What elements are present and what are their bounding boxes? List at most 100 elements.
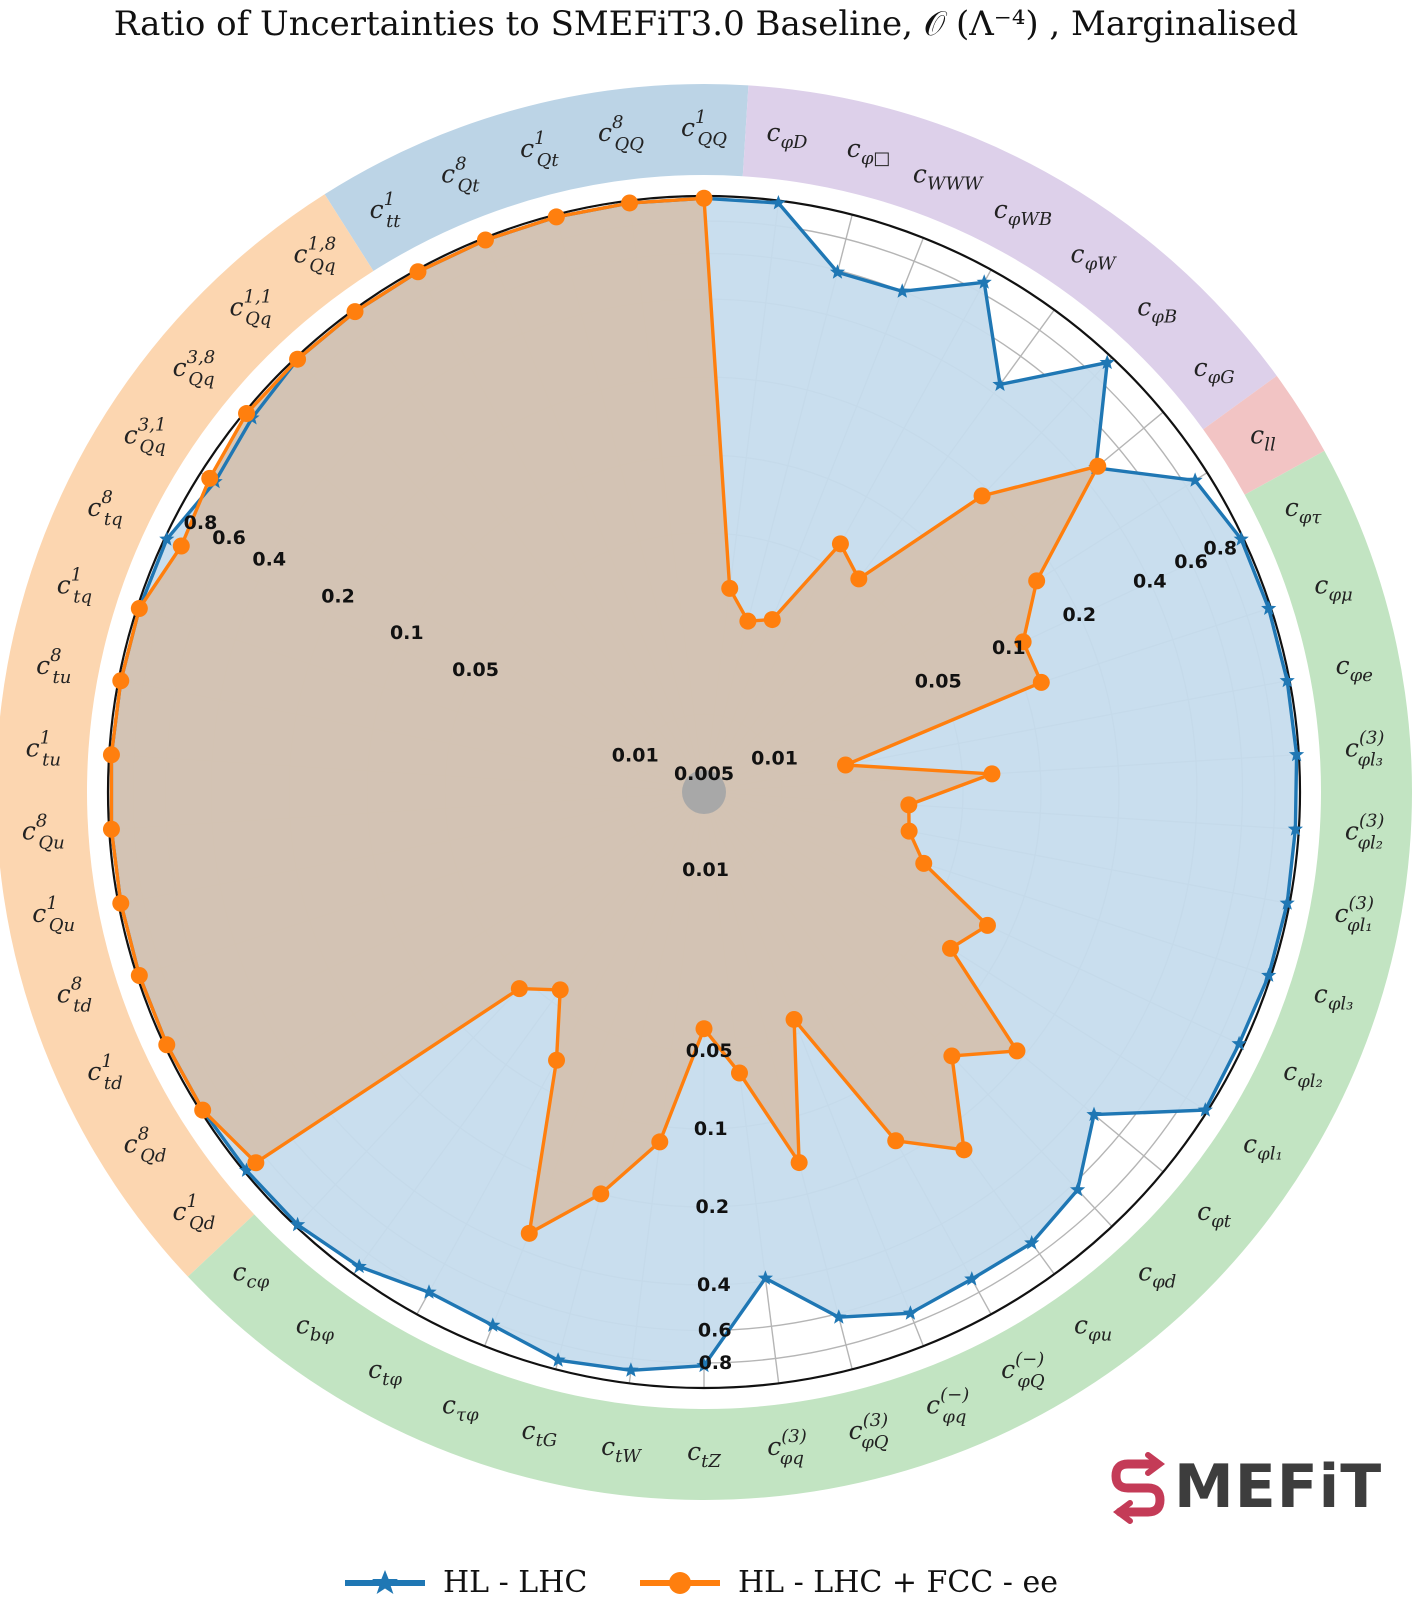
data-point bbox=[1086, 1106, 1102, 1122]
data-point bbox=[194, 1101, 212, 1119]
group-band-4-lepton bbox=[1203, 375, 1325, 495]
data-point bbox=[955, 1141, 973, 1159]
legend-swatch-star-icon bbox=[345, 1569, 425, 1594]
data-point bbox=[739, 612, 757, 630]
category-label-cphiB: cφB bbox=[1137, 292, 1177, 327]
radial-tick-label: 0.05 bbox=[452, 659, 499, 681]
data-point bbox=[730, 1064, 748, 1082]
data-point bbox=[721, 579, 739, 597]
category-label-c1td: c1 td bbox=[87, 1051, 122, 1094]
data-point bbox=[973, 487, 991, 505]
smefit-logo: MEFiT bbox=[1108, 1450, 1381, 1530]
data-point bbox=[159, 531, 175, 546]
radial-tick-label: 0.6 bbox=[1174, 551, 1208, 573]
category-label-c1tt: c1 tt bbox=[370, 189, 402, 232]
category-label-cphil3: cφl₃ bbox=[1314, 980, 1354, 1015]
legend: HL - LHC HL - LHC + FCC - ee bbox=[0, 1560, 1412, 1605]
category-group-bands bbox=[0, 84, 1412, 1500]
category-label-c8tq: c8 tq bbox=[87, 487, 122, 530]
category-label-c31Qq: c3,1 Qq bbox=[124, 414, 167, 457]
category-label-cphiQm: c(−) φQ bbox=[1001, 1349, 1045, 1392]
radial-tick-label: 0.8 bbox=[1203, 537, 1237, 559]
data-point bbox=[1261, 600, 1277, 615]
radial-tick-label: 0.005 bbox=[674, 763, 734, 785]
data-point bbox=[346, 303, 364, 321]
radial-tick-label: 0.6 bbox=[212, 527, 246, 549]
data-point bbox=[887, 1132, 905, 1150]
radial-tick-label: 0.2 bbox=[1062, 604, 1096, 626]
data-point bbox=[1024, 1235, 1040, 1250]
category-label-cphiW: cφW bbox=[1071, 239, 1118, 274]
group-band-4-heavy bbox=[324, 84, 749, 272]
data-point bbox=[831, 535, 849, 553]
category-label-cphit: cφt bbox=[1197, 1197, 1232, 1232]
category-label-c1tu: c1 tu bbox=[26, 727, 61, 770]
center-hub bbox=[682, 770, 726, 814]
data-point bbox=[1070, 1181, 1086, 1197]
category-label-c1Qu: c1 Qu bbox=[32, 893, 75, 936]
data-point bbox=[158, 1036, 176, 1054]
data-point bbox=[102, 820, 120, 838]
legend-item-hl-lhc-fcc-ee[interactable]: HL - LHC + FCC - ee bbox=[640, 1560, 1058, 1605]
radial-tick-label: 0.01 bbox=[612, 744, 659, 766]
data-point bbox=[1233, 531, 1249, 546]
data-point bbox=[992, 376, 1008, 391]
category-label-c8tu: c8 tu bbox=[36, 645, 71, 688]
data-point bbox=[238, 405, 256, 423]
radial-tick-label: 0.8 bbox=[184, 512, 218, 534]
data-point bbox=[409, 263, 427, 281]
category-label-cphitau: cφτ bbox=[1285, 493, 1323, 528]
data-point bbox=[421, 1284, 437, 1299]
category-label-cphil3_3: c(3) φl₃ bbox=[1345, 727, 1385, 770]
radial-tick-label: 0.1 bbox=[390, 622, 424, 644]
data-point bbox=[976, 274, 992, 289]
data-point bbox=[757, 1270, 773, 1285]
data-point bbox=[770, 195, 786, 210]
category-label-cphil1: cφl₁ bbox=[1243, 1130, 1283, 1165]
category-label-c8Qu: c8 Qu bbox=[22, 811, 65, 854]
category-label-cphie: cφe bbox=[1336, 651, 1373, 686]
category-label-cWWW: cWWW bbox=[913, 159, 984, 194]
data-point bbox=[1028, 572, 1046, 590]
category-label-c8QQ: c8 QQ bbox=[598, 112, 644, 155]
category-label-ctphi: ctφ bbox=[368, 1355, 402, 1390]
data-point bbox=[130, 966, 148, 984]
radial-tick-label: 0.2 bbox=[321, 585, 355, 607]
chart-title: Ratio of Uncertainties to SMEFiT3.0 Base… bbox=[113, 4, 1299, 44]
radial-tick-label: 0.05 bbox=[686, 1040, 733, 1062]
category-label-cphil2: cφl₂ bbox=[1283, 1057, 1323, 1092]
data-point bbox=[915, 854, 933, 872]
data-point bbox=[785, 1010, 803, 1028]
radial-tick-labels: 0.010.050.10.20.40.60.80.010.050.10.20.4… bbox=[184, 512, 1238, 1374]
category-label-cphiBox: cφ□ bbox=[847, 134, 891, 169]
data-point bbox=[831, 1309, 847, 1324]
radial-tick-label: 0.4 bbox=[697, 1274, 731, 1296]
category-label-ctZ: ctZ bbox=[687, 1437, 721, 1472]
data-point bbox=[247, 1154, 265, 1172]
group-band-bosonic bbox=[742, 85, 1277, 430]
data-point bbox=[520, 1224, 538, 1242]
category-label-cphimu: cφμ bbox=[1314, 570, 1352, 605]
category-label-cphiG: cφG bbox=[1194, 353, 1235, 388]
data-point bbox=[548, 1051, 566, 1069]
data-point bbox=[1187, 472, 1203, 487]
category-label-c8Qd: c8 Qd bbox=[124, 1124, 167, 1167]
category-label-cphiD: cφD bbox=[766, 118, 808, 153]
data-point bbox=[476, 231, 494, 249]
data-point bbox=[201, 469, 219, 487]
radial-tick-label: 0.4 bbox=[252, 549, 286, 571]
radial-tick-label: 0.6 bbox=[698, 1319, 732, 1341]
category-label-c8Qt: c8 Qt bbox=[441, 153, 480, 196]
series-area-1 bbox=[111, 198, 1098, 1234]
category-label-c8td: c8 td bbox=[57, 974, 92, 1017]
legend-item-hl-lhc[interactable]: HL - LHC bbox=[345, 1560, 587, 1605]
data-point bbox=[943, 1047, 961, 1065]
data-point bbox=[1099, 354, 1115, 370]
legend-swatch-circle-icon bbox=[640, 1571, 720, 1594]
data-point bbox=[550, 1352, 566, 1367]
data-point bbox=[894, 283, 910, 298]
category-label-cbphi: cbφ bbox=[296, 1311, 335, 1346]
category-label-ccphi: ccφ bbox=[232, 1258, 269, 1293]
category-label-cphid: cφd bbox=[1138, 1258, 1176, 1293]
data-point bbox=[695, 189, 713, 207]
